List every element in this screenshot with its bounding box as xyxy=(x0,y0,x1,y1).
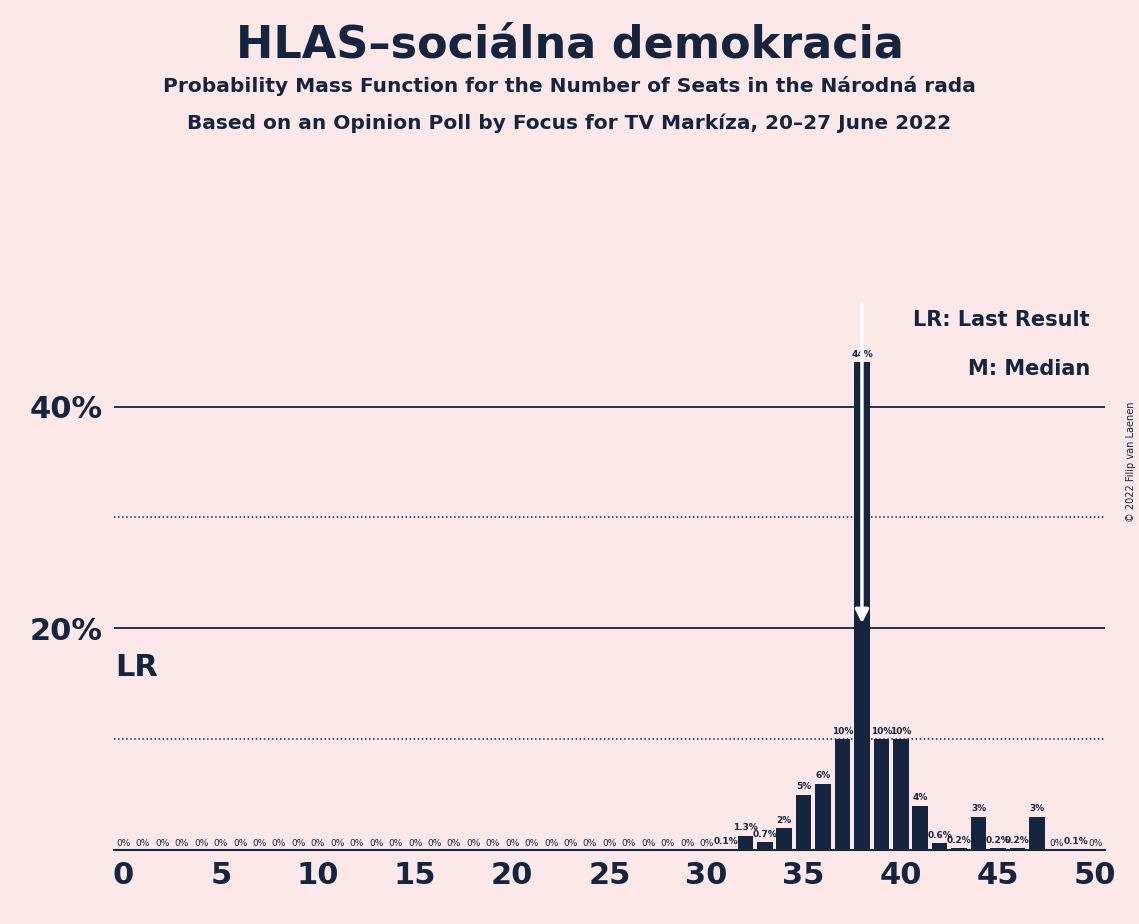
Text: 0%: 0% xyxy=(1049,839,1064,848)
Text: M: Median: M: Median xyxy=(968,359,1090,380)
Text: 0%: 0% xyxy=(369,839,384,848)
Text: 0%: 0% xyxy=(505,839,519,848)
Text: 0%: 0% xyxy=(214,839,228,848)
Text: Based on an Opinion Poll by Focus for TV Markíza, 20–27 June 2022: Based on an Opinion Poll by Focus for TV… xyxy=(188,114,951,133)
Text: 0.7%: 0.7% xyxy=(753,830,777,839)
Text: 10%: 10% xyxy=(870,727,892,736)
Text: 0%: 0% xyxy=(622,839,636,848)
Bar xyxy=(854,362,870,850)
Text: 0%: 0% xyxy=(116,839,131,848)
Bar xyxy=(777,828,792,850)
Text: 0%: 0% xyxy=(603,839,616,848)
Bar xyxy=(874,739,890,850)
Text: 0.2%: 0.2% xyxy=(947,835,972,845)
Text: 0%: 0% xyxy=(311,839,325,848)
Text: 0%: 0% xyxy=(174,839,189,848)
Text: 10%: 10% xyxy=(831,727,853,736)
Bar xyxy=(951,848,967,850)
Text: 0%: 0% xyxy=(350,839,364,848)
Text: © 2022 Filip van Laenen: © 2022 Filip van Laenen xyxy=(1126,402,1136,522)
Text: 44%: 44% xyxy=(851,350,872,359)
Text: 0%: 0% xyxy=(194,839,208,848)
Text: 0.1%: 0.1% xyxy=(713,836,738,845)
Bar xyxy=(970,817,986,850)
Bar xyxy=(816,784,830,850)
Text: Probability Mass Function for the Number of Seats in the Národná rada: Probability Mass Function for the Number… xyxy=(163,76,976,96)
Text: LR: Last Result: LR: Last Result xyxy=(913,310,1090,330)
Text: 2%: 2% xyxy=(777,816,792,824)
Text: 6%: 6% xyxy=(816,772,830,780)
Bar xyxy=(835,739,851,850)
Text: 0%: 0% xyxy=(544,839,558,848)
Text: 0%: 0% xyxy=(485,839,500,848)
Bar xyxy=(738,835,753,850)
Text: 3%: 3% xyxy=(1030,805,1044,813)
Bar xyxy=(1009,848,1025,850)
Text: 0%: 0% xyxy=(661,839,674,848)
Text: 0%: 0% xyxy=(408,839,423,848)
Text: 0%: 0% xyxy=(272,839,286,848)
Text: 0.2%: 0.2% xyxy=(985,835,1010,845)
Bar xyxy=(990,848,1006,850)
Text: 10%: 10% xyxy=(890,727,911,736)
Text: 0%: 0% xyxy=(466,839,481,848)
Text: 0.1%: 0.1% xyxy=(1064,836,1088,845)
Bar xyxy=(932,844,948,850)
Text: 4%: 4% xyxy=(912,794,928,802)
Bar xyxy=(757,843,772,850)
Text: 0%: 0% xyxy=(292,839,305,848)
Text: 0%: 0% xyxy=(388,839,403,848)
Text: 1.3%: 1.3% xyxy=(732,823,757,833)
Text: 0%: 0% xyxy=(253,839,267,848)
Bar xyxy=(912,806,928,850)
Text: 0.2%: 0.2% xyxy=(1005,835,1030,845)
Text: 0%: 0% xyxy=(446,839,461,848)
Text: 0%: 0% xyxy=(680,839,695,848)
Text: 5%: 5% xyxy=(796,783,811,791)
Bar xyxy=(796,795,811,850)
Text: 0%: 0% xyxy=(136,839,150,848)
Text: 0%: 0% xyxy=(233,839,247,848)
Bar xyxy=(893,739,909,850)
Bar xyxy=(1068,849,1083,850)
Text: 0%: 0% xyxy=(524,839,539,848)
Text: 0%: 0% xyxy=(427,839,442,848)
Text: LR: LR xyxy=(115,652,157,682)
Text: 0.6%: 0.6% xyxy=(927,831,952,840)
Text: 0%: 0% xyxy=(699,839,714,848)
Text: 0%: 0% xyxy=(583,839,597,848)
Text: HLAS–sociálna demokracia: HLAS–sociálna demokracia xyxy=(236,23,903,67)
Text: 0%: 0% xyxy=(155,839,170,848)
Text: 0%: 0% xyxy=(1088,839,1103,848)
Text: 0%: 0% xyxy=(564,839,577,848)
Bar xyxy=(1029,817,1044,850)
Text: 0%: 0% xyxy=(330,839,344,848)
Text: 3%: 3% xyxy=(970,805,986,813)
Bar xyxy=(719,849,734,850)
Text: 0%: 0% xyxy=(641,839,655,848)
